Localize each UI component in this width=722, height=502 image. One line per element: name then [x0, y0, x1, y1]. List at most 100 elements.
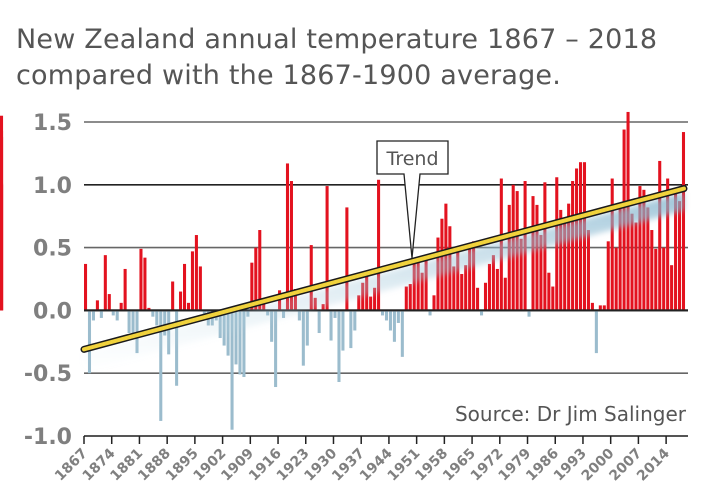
- bar-1911: [258, 230, 262, 311]
- bar-1987: [559, 209, 563, 311]
- bar-1994: [586, 230, 590, 311]
- bar-1933: [345, 207, 349, 311]
- bar-1923: [305, 310, 309, 346]
- bar-1950: [412, 260, 416, 311]
- bar-2014: [666, 178, 670, 311]
- bar-1869: [91, 310, 95, 321]
- bar-1944: [388, 310, 392, 331]
- bar-1918: [285, 163, 290, 311]
- bar-2000: [610, 178, 614, 311]
- bar-2007: [638, 186, 642, 311]
- bar-1890: [175, 310, 179, 386]
- bar-1968: [483, 282, 488, 311]
- bar-1965: [472, 241, 476, 311]
- bar-2009: [646, 207, 650, 311]
- bar-1886: [159, 310, 163, 421]
- bar-1948: [404, 286, 408, 311]
- bar-1891: [179, 291, 183, 311]
- trend-line: [82, 186, 686, 352]
- bar-1961: [456, 250, 460, 311]
- bar-2016: [674, 188, 678, 311]
- bar-2001: [614, 247, 618, 311]
- bar-1947: [400, 310, 404, 357]
- bar-1906: [238, 310, 242, 375]
- y-tick-label: -0.5: [24, 362, 72, 387]
- bar-2005: [630, 213, 634, 311]
- bar-1936: [357, 295, 361, 311]
- bar-2002: [618, 207, 622, 311]
- bar-1922: [301, 310, 305, 366]
- bar-1874: [111, 310, 115, 316]
- bar-1979: [527, 310, 531, 317]
- trend-line-group: [80, 185, 688, 372]
- trend-shadow: [84, 192, 684, 372]
- bar-1885: [155, 310, 159, 326]
- y-tick-label: 0.0: [33, 299, 72, 324]
- bar-1876: [119, 302, 123, 311]
- bar-1951: [416, 262, 420, 311]
- bar-1995: [590, 302, 594, 311]
- bar-1973: [503, 277, 507, 311]
- bar-1915: [274, 310, 278, 388]
- bar-1905: [234, 310, 238, 365]
- trend-callout: Trend: [376, 140, 449, 259]
- bar-1927: [321, 304, 325, 311]
- trend-label: Trend: [386, 148, 439, 170]
- bar-1867: [84, 263, 88, 311]
- trend-callout-box: [376, 140, 449, 259]
- bar-1897: [202, 310, 206, 316]
- y-tick-labels: 1.5 1.0 0.5 0.0 -0.5 -1.0: [24, 111, 72, 450]
- bar-1955: [432, 295, 436, 311]
- bar-1931: [337, 310, 341, 382]
- bar-1967: [480, 310, 484, 316]
- bar-1963: [464, 265, 468, 311]
- y-tick-label: 0.5: [33, 237, 72, 262]
- bar-1962: [460, 273, 464, 311]
- bar-1881: [139, 248, 143, 311]
- bar-1954: [428, 310, 432, 316]
- bar-1914: [270, 310, 274, 342]
- bar-1935: [353, 310, 357, 331]
- bar-1887: [163, 310, 167, 336]
- bar-1884: [151, 310, 155, 317]
- bar-1932: [341, 310, 345, 351]
- bar-1909: [250, 262, 254, 311]
- bar-1964: [468, 243, 472, 311]
- bar-1953: [424, 257, 428, 311]
- chart-title-line2: compared with the 1867-1900 average.: [16, 60, 562, 91]
- bar-2015: [670, 265, 674, 311]
- bar-1928: [325, 186, 329, 311]
- bar-1990: [571, 181, 575, 311]
- bar-1919: [289, 181, 293, 311]
- bar-1930: [333, 310, 337, 318]
- bar-1879: [131, 310, 135, 336]
- x-tick-label: 2014: [634, 445, 673, 484]
- bar-1910: [254, 247, 258, 311]
- x-axis: [83, 435, 688, 444]
- bar-1984: [547, 272, 551, 311]
- bar-undefined: [0, 130, 4, 311]
- bar-1871: [99, 310, 103, 318]
- bar-2012: [658, 160, 662, 311]
- source-annotation: Source: Dr Jim Salinger: [455, 402, 687, 426]
- bar-1878: [127, 310, 131, 334]
- bar-1998: [602, 305, 606, 311]
- bar-1892: [183, 263, 187, 311]
- bar-1970: [491, 255, 495, 311]
- bar-1903: [226, 310, 230, 356]
- bar-2006: [634, 222, 638, 311]
- chart-title-line1: New Zealand annual temperature 1867 – 20…: [16, 24, 658, 55]
- bar-2013: [662, 247, 666, 311]
- bar-2008: [642, 189, 646, 311]
- bar-1942: [381, 310, 385, 316]
- bar-1974: [507, 204, 511, 311]
- bar-1883: [147, 307, 151, 311]
- bar-1870: [95, 300, 99, 311]
- bar-1960: [452, 266, 456, 311]
- bar-1991: [575, 168, 579, 311]
- bar-1981: [535, 204, 539, 311]
- bar-1926: [317, 310, 321, 334]
- bar-2017: [678, 201, 682, 311]
- bar-1873: [107, 294, 111, 311]
- bar-1889: [171, 281, 175, 311]
